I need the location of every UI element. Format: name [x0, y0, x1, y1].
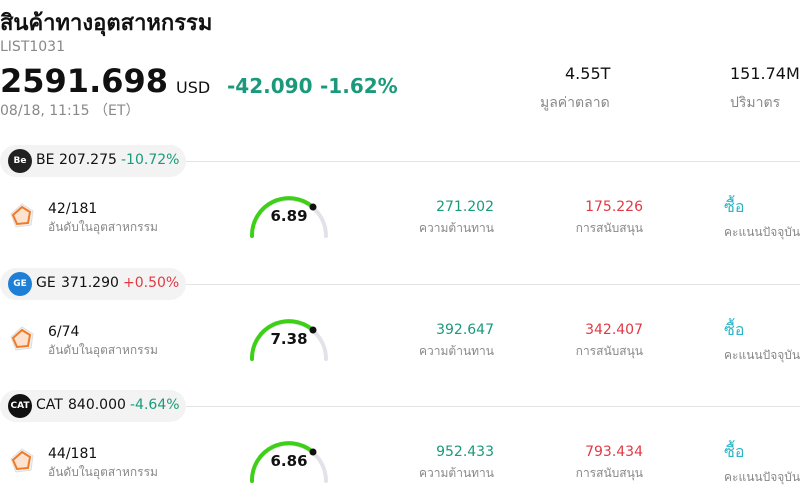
- volume: 151.74M: [730, 64, 800, 83]
- stock-change: -10.72%: [121, 152, 180, 168]
- time: 08/18, 11:15 （ET）: [0, 103, 140, 119]
- support-label: การสนับสนุน: [575, 221, 643, 235]
- divider: [186, 283, 800, 285]
- stock-price: 207.275: [59, 152, 117, 168]
- title: สินค้าทางอุตสาหกรรม: [0, 11, 213, 36]
- resistance-label: ความต้านทาน: [419, 343, 494, 358]
- action-label: คะแนนปัจจุบัน: [724, 347, 800, 362]
- volume-label: ปริมาตร: [730, 95, 781, 111]
- rank-label: อันดับในอุตสาหกรรม: [48, 342, 158, 357]
- price: 2591.698: [0, 62, 169, 100]
- stock-price: 840.000: [68, 397, 126, 413]
- score-gauge: [244, 190, 334, 244]
- change: -42.090: [227, 74, 313, 98]
- rank: 44/181: [48, 446, 98, 462]
- code: LIST1031: [0, 39, 65, 55]
- rank-icon: [8, 447, 36, 479]
- action[interactable]: ซื้อ: [724, 442, 745, 461]
- score: 6.86: [270, 452, 308, 470]
- stock-change: +0.50%: [123, 274, 180, 291]
- stock-symbol: GE: [36, 274, 56, 291]
- resistance-label: ความต้านทาน: [419, 221, 494, 235]
- resistance-label: ความต้านทาน: [419, 466, 494, 480]
- stock-price: 371.290: [61, 274, 119, 291]
- market-cap: 4.55T: [565, 64, 611, 83]
- resistance: 271.202: [436, 199, 494, 215]
- stock-change: -4.64%: [130, 397, 180, 413]
- support: 793.434: [585, 444, 643, 460]
- score: 6.89: [270, 207, 308, 225]
- divider: [186, 161, 800, 162]
- score-gauge: [244, 435, 334, 489]
- score: 7.38: [270, 329, 308, 348]
- resistance: 952.433: [436, 444, 494, 460]
- divider: [186, 406, 800, 407]
- stock-logo: GE: [8, 271, 32, 296]
- support-label: การสนับสนุน: [575, 343, 643, 358]
- rank-icon: [8, 202, 36, 234]
- rank-label: อันดับในอุตสาหกรรม: [48, 220, 158, 234]
- action[interactable]: ซื้อ: [724, 319, 745, 339]
- action-label: คะแนนปัจจุบัน: [724, 470, 800, 484]
- currency: USD: [176, 78, 211, 97]
- rank: 42/181: [48, 201, 98, 217]
- stock-symbol: CAT: [36, 397, 63, 413]
- score-gauge: [244, 313, 334, 367]
- stock-logo: CAT: [8, 394, 32, 418]
- change-pct: -1.62%: [320, 74, 398, 98]
- stock-symbol: BE: [36, 152, 55, 168]
- market-cap-label: มูลค่าตลาด: [540, 95, 610, 111]
- support: 175.226: [585, 199, 643, 215]
- action-label: คะแนนปัจจุบัน: [724, 225, 800, 239]
- rank: 6/74: [48, 323, 80, 340]
- action[interactable]: ซื้อ: [724, 197, 745, 216]
- support-label: การสนับสนุน: [575, 466, 643, 480]
- resistance: 392.647: [436, 321, 494, 338]
- stock-logo: Be: [8, 149, 32, 173]
- rank-icon: [8, 325, 36, 357]
- support: 342.407: [585, 321, 643, 338]
- rank-label: อันดับในอุตสาหกรรม: [48, 465, 158, 479]
